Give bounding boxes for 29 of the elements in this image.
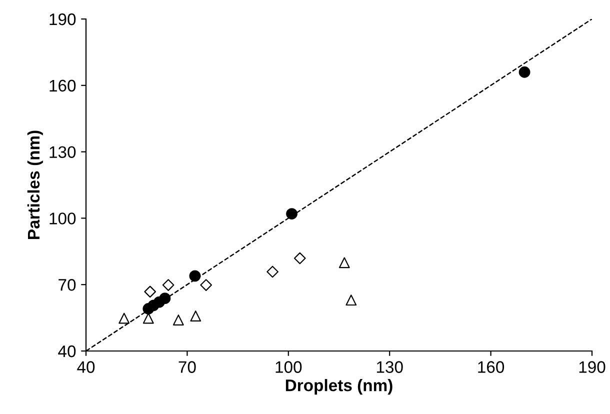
y-tick-label: 100	[50, 212, 76, 224]
point	[338, 257, 350, 268]
x-axis-title: Droplets (nm)	[286, 379, 392, 395]
y-axis-title: Particles (nm)	[27, 130, 43, 239]
y-tick-label: 70	[58, 279, 76, 291]
point	[172, 314, 184, 326]
x-tick-label: 70	[178, 361, 196, 373]
point	[118, 312, 130, 324]
point	[144, 286, 156, 298]
x-tick-label: 100	[276, 361, 302, 373]
point	[159, 292, 171, 304]
x-tick-label: 190	[579, 361, 606, 373]
point	[162, 279, 174, 291]
x-tick-label: 40	[77, 361, 95, 373]
point	[294, 252, 306, 264]
y-tick-label: 130	[50, 146, 76, 158]
y-tick-label: 40	[58, 345, 76, 358]
point	[142, 312, 154, 324]
point	[189, 270, 201, 282]
x-tick-label: 160	[478, 361, 504, 373]
y-tick-label: 190	[50, 13, 76, 26]
point	[266, 266, 278, 278]
y-tick-label: 160	[50, 80, 76, 92]
point	[518, 66, 530, 78]
point	[200, 279, 212, 291]
x-tick-label: 130	[376, 361, 403, 373]
point	[190, 310, 202, 322]
point	[346, 294, 357, 306]
point	[286, 208, 298, 220]
